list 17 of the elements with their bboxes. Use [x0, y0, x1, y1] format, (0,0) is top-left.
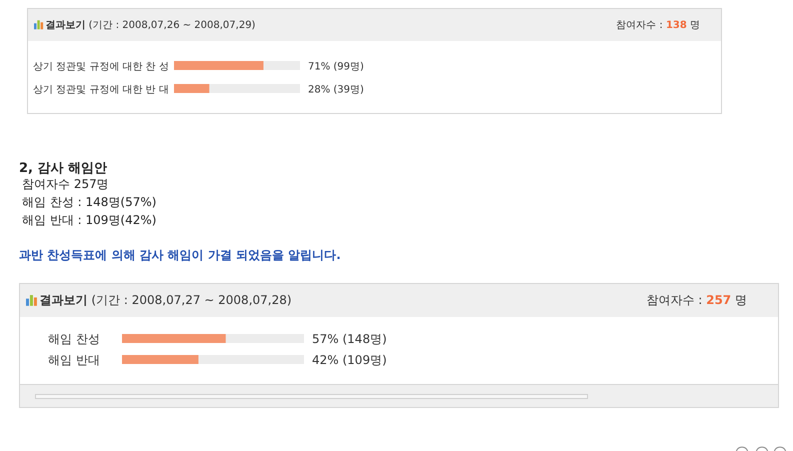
data-label: 28% (39명) [308, 84, 364, 96]
y-tick-label: 상기 정관및 규정에 대한 찬 성 [33, 61, 169, 72]
text: 해임 찬성 : 148명(57%) [22, 195, 156, 209]
text: 참여자수 : 138 명 [616, 20, 700, 31]
text: 2, 감사 해임안 [19, 161, 108, 176]
y-tick-label: 해임 반대 [48, 353, 100, 368]
y-tick-label: 해임 찬성 [48, 332, 100, 346]
y-tick-label: 상기 정관및 규정에 대한 반 대 [33, 84, 169, 96]
chart-title: 결과보기 (기간 : 2008,07,27 ~ 2008,07,28) [40, 293, 292, 308]
data-label: 71% (99명) [308, 61, 364, 72]
text: 과반 찬성득표에 의해 감사 해임이 가결 되었음을 알립니다. [19, 248, 341, 262]
data-label: 57% (148명) [312, 332, 387, 346]
text: 참여자수 : 257 명 [646, 293, 747, 308]
chart-title: 결과보기 (기간 : 2008,07,26 ~ 2008,07,29) [46, 20, 256, 31]
data-label: 42% (109명) [312, 353, 387, 368]
text: 해임 반대 : 109명(42%) [22, 213, 156, 227]
text: 참여자수 257명 [22, 177, 109, 191]
